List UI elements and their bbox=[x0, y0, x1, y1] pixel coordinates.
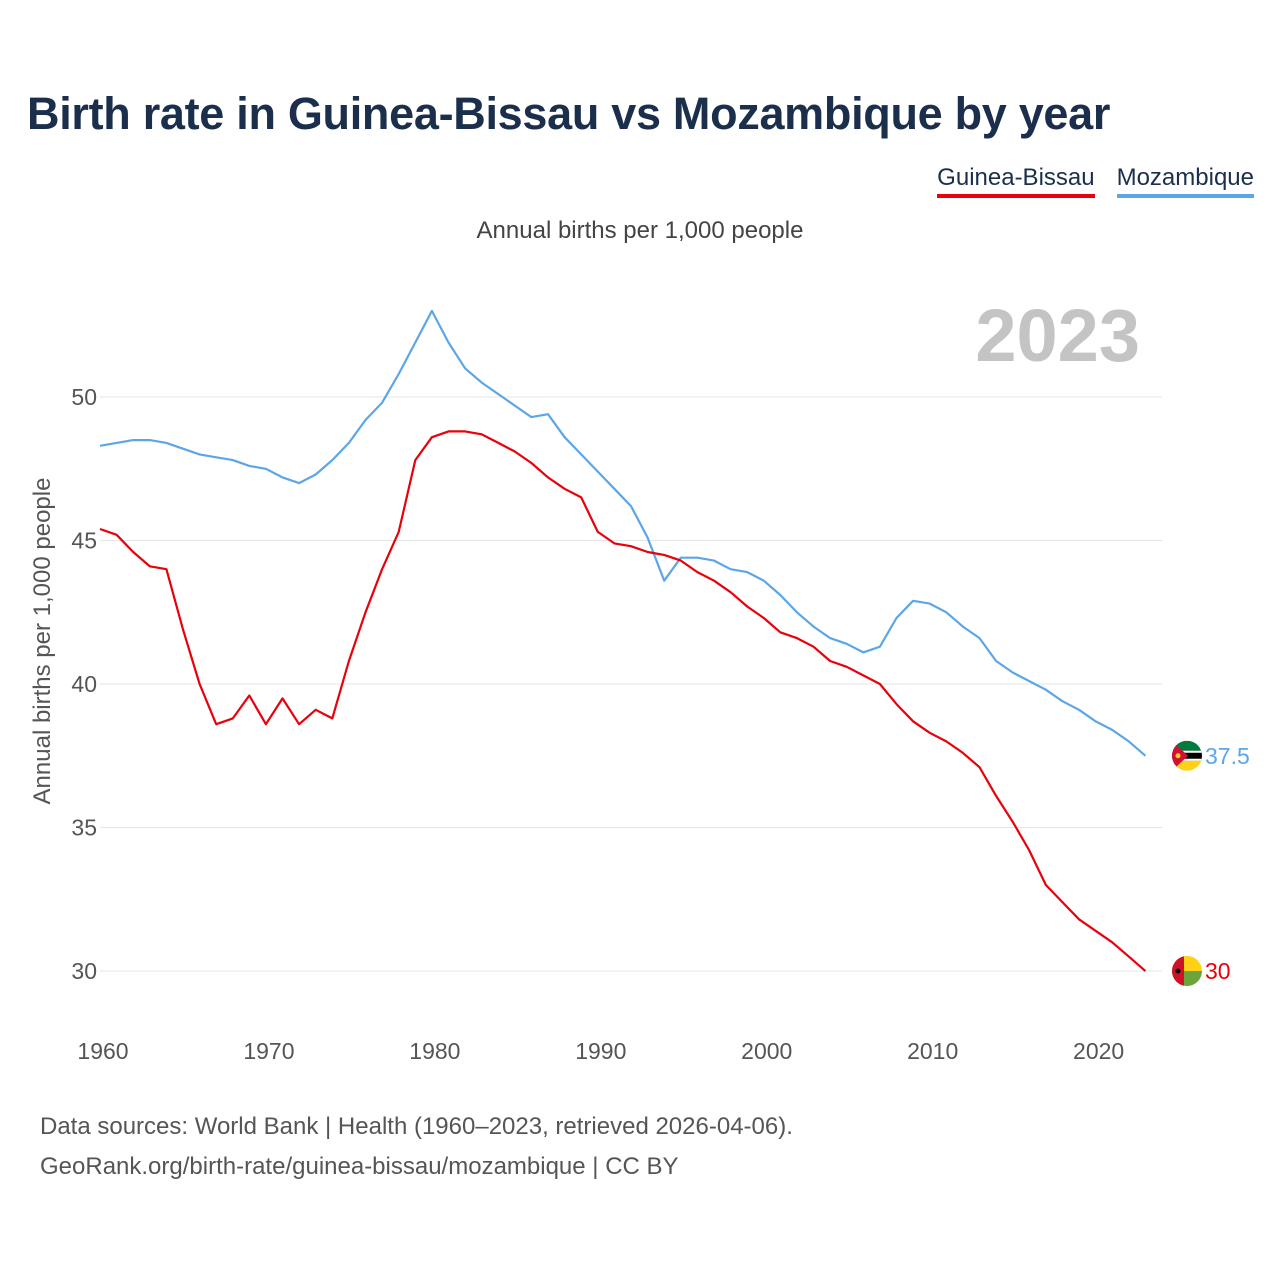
end-markers: 37.5 30 bbox=[1172, 740, 1250, 986]
y-tick-label: 45 bbox=[71, 528, 97, 554]
source-line-2[interactable]: GeoRank.org/birth-rate/guinea-bissau/moz… bbox=[40, 1153, 679, 1180]
year-watermark: 2023 bbox=[975, 294, 1140, 377]
y-axis-label: Annual births per 1,000 people bbox=[29, 478, 56, 805]
x-tick-label: 1970 bbox=[243, 1038, 294, 1064]
grid-lines bbox=[100, 396, 1162, 972]
x-tick-label: 1980 bbox=[409, 1038, 460, 1064]
y-tick-label: 50 bbox=[71, 384, 97, 410]
mozambique-flag-icon bbox=[1172, 740, 1202, 771]
series-lines bbox=[99, 309, 1147, 972]
x-tick-label: 2020 bbox=[1073, 1038, 1124, 1064]
x-tick-label: 2000 bbox=[741, 1038, 792, 1064]
x-axis: 1960 1970 1980 1990 2000 2010 2020 bbox=[77, 1038, 1124, 1064]
end-label-guinea-bissau: 30 bbox=[1205, 958, 1231, 984]
y-tick-label: 30 bbox=[71, 958, 97, 984]
series-line-guinea-bissau bbox=[99, 430, 1147, 972]
y-tick-label: 40 bbox=[71, 671, 97, 697]
source-line-1: Data sources: World Bank | Health (1960–… bbox=[40, 1113, 793, 1140]
y-axis: 30 35 40 45 50 bbox=[71, 384, 97, 984]
x-tick-label: 1990 bbox=[575, 1038, 626, 1064]
source-note: Data sources: World Bank | Health (1960–… bbox=[40, 1107, 793, 1187]
x-tick-label: 1960 bbox=[77, 1038, 128, 1064]
series-line-mozambique bbox=[99, 309, 1147, 757]
chart-subtitle: Annual births per 1,000 people bbox=[476, 217, 804, 244]
legend-item-guinea-bissau[interactable]: Guinea-Bissau bbox=[937, 164, 1095, 198]
legend: Guinea-Bissau Mozambique bbox=[937, 164, 1254, 198]
legend-item-mozambique[interactable]: Mozambique bbox=[1116, 164, 1254, 198]
y-tick-label: 35 bbox=[71, 815, 97, 841]
end-label-mozambique: 37.5 bbox=[1205, 743, 1250, 769]
x-tick-label: 2010 bbox=[907, 1038, 958, 1064]
guinea-bissau-flag-icon bbox=[1172, 956, 1202, 986]
chart-title: Birth rate in Guinea-Bissau vs Mozambiqu… bbox=[27, 88, 1111, 139]
